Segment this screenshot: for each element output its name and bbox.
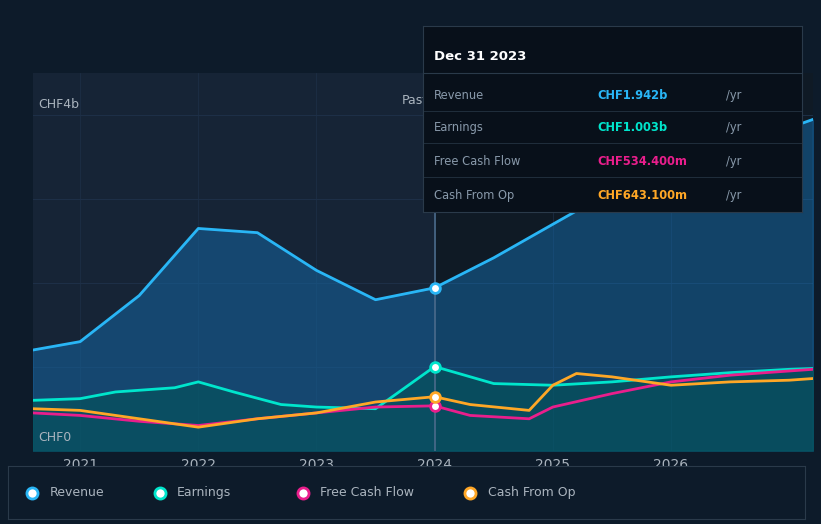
Text: Analysts Forecasts: Analysts Forecasts — [442, 94, 558, 107]
Text: Revenue: Revenue — [49, 486, 104, 499]
Text: CHF1.942b: CHF1.942b — [598, 89, 667, 102]
Text: Revenue: Revenue — [434, 89, 484, 102]
Text: Earnings: Earnings — [434, 121, 484, 134]
Text: Cash From Op: Cash From Op — [488, 486, 576, 499]
Text: Free Cash Flow: Free Cash Flow — [320, 486, 415, 499]
Bar — [33, 73, 434, 451]
Text: Cash From Op: Cash From Op — [434, 189, 515, 202]
Text: CHF1.003b: CHF1.003b — [598, 121, 667, 134]
Text: /yr: /yr — [727, 121, 741, 134]
Text: Dec 31 2023: Dec 31 2023 — [434, 50, 526, 63]
Text: Free Cash Flow: Free Cash Flow — [434, 155, 521, 168]
Text: CHF643.100m: CHF643.100m — [598, 189, 687, 202]
Text: CHF0: CHF0 — [39, 431, 72, 444]
Text: Past: Past — [401, 94, 428, 107]
Text: Earnings: Earnings — [177, 486, 232, 499]
Bar — [434, 73, 813, 451]
Text: /yr: /yr — [727, 89, 741, 102]
Text: CHF4b: CHF4b — [39, 98, 80, 111]
Text: /yr: /yr — [727, 155, 741, 168]
Text: CHF534.400m: CHF534.400m — [598, 155, 687, 168]
Text: /yr: /yr — [727, 189, 741, 202]
